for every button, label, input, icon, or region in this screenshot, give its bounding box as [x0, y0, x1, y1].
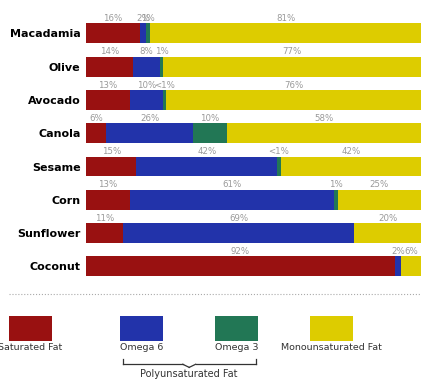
Text: Polyunsaturated Fat: Polyunsaturated Fat	[141, 369, 238, 379]
Text: 13%: 13%	[98, 181, 117, 190]
Bar	[86, 57, 133, 76]
Text: 13%: 13%	[98, 81, 117, 90]
Text: 6%: 6%	[405, 247, 418, 256]
Text: 15%: 15%	[101, 147, 121, 156]
Bar	[227, 123, 421, 143]
Bar	[86, 90, 129, 110]
Bar	[338, 190, 421, 210]
Bar	[280, 156, 421, 177]
Text: <1%: <1%	[268, 147, 289, 156]
Bar	[129, 190, 334, 210]
Text: 25%: 25%	[370, 181, 389, 190]
Bar	[86, 156, 136, 177]
Text: 58%: 58%	[314, 114, 334, 123]
Text: 1%: 1%	[155, 47, 168, 56]
Text: 11%: 11%	[95, 214, 114, 223]
Text: 10%: 10%	[200, 114, 220, 123]
Text: 2%: 2%	[136, 14, 150, 23]
Text: 10%: 10%	[137, 81, 156, 90]
Text: 77%: 77%	[283, 47, 302, 56]
Bar	[395, 256, 401, 277]
Text: 92%: 92%	[231, 247, 250, 256]
Text: 26%: 26%	[140, 114, 160, 123]
Text: Monounsaturated Fat: Monounsaturated Fat	[281, 343, 381, 352]
Text: 81%: 81%	[276, 14, 295, 23]
Bar	[163, 90, 166, 110]
Text: 2%: 2%	[391, 247, 405, 256]
Bar	[86, 123, 106, 143]
Text: 1%: 1%	[329, 181, 343, 190]
Text: 61%: 61%	[222, 181, 242, 190]
Bar	[86, 23, 140, 43]
Bar	[123, 223, 354, 243]
Bar	[150, 23, 421, 43]
Bar	[334, 190, 338, 210]
Text: 8%: 8%	[139, 47, 153, 56]
Text: <1%: <1%	[154, 81, 175, 90]
Text: 76%: 76%	[284, 81, 304, 90]
Bar	[354, 223, 421, 243]
Text: Omega 6: Omega 6	[120, 343, 163, 352]
Text: 20%: 20%	[378, 214, 397, 223]
Bar	[86, 223, 123, 243]
Bar	[136, 156, 277, 177]
Text: 6%: 6%	[89, 114, 103, 123]
Bar	[194, 123, 227, 143]
Bar	[133, 57, 160, 76]
Bar	[86, 256, 395, 277]
Bar	[401, 256, 421, 277]
Bar	[163, 57, 421, 76]
Text: 42%: 42%	[197, 147, 216, 156]
Text: 1%: 1%	[141, 14, 155, 23]
Bar	[129, 90, 163, 110]
Bar	[140, 23, 146, 43]
Text: 14%: 14%	[100, 47, 119, 56]
Bar	[106, 123, 194, 143]
Bar	[86, 190, 129, 210]
Text: 42%: 42%	[341, 147, 361, 156]
Bar	[146, 23, 150, 43]
Text: 16%: 16%	[103, 14, 123, 23]
Bar	[277, 156, 280, 177]
Text: Saturated Fat: Saturated Fat	[0, 343, 62, 352]
Bar	[166, 90, 421, 110]
Text: 69%: 69%	[229, 214, 248, 223]
Text: Omega 3: Omega 3	[215, 343, 258, 352]
Bar	[160, 57, 163, 76]
